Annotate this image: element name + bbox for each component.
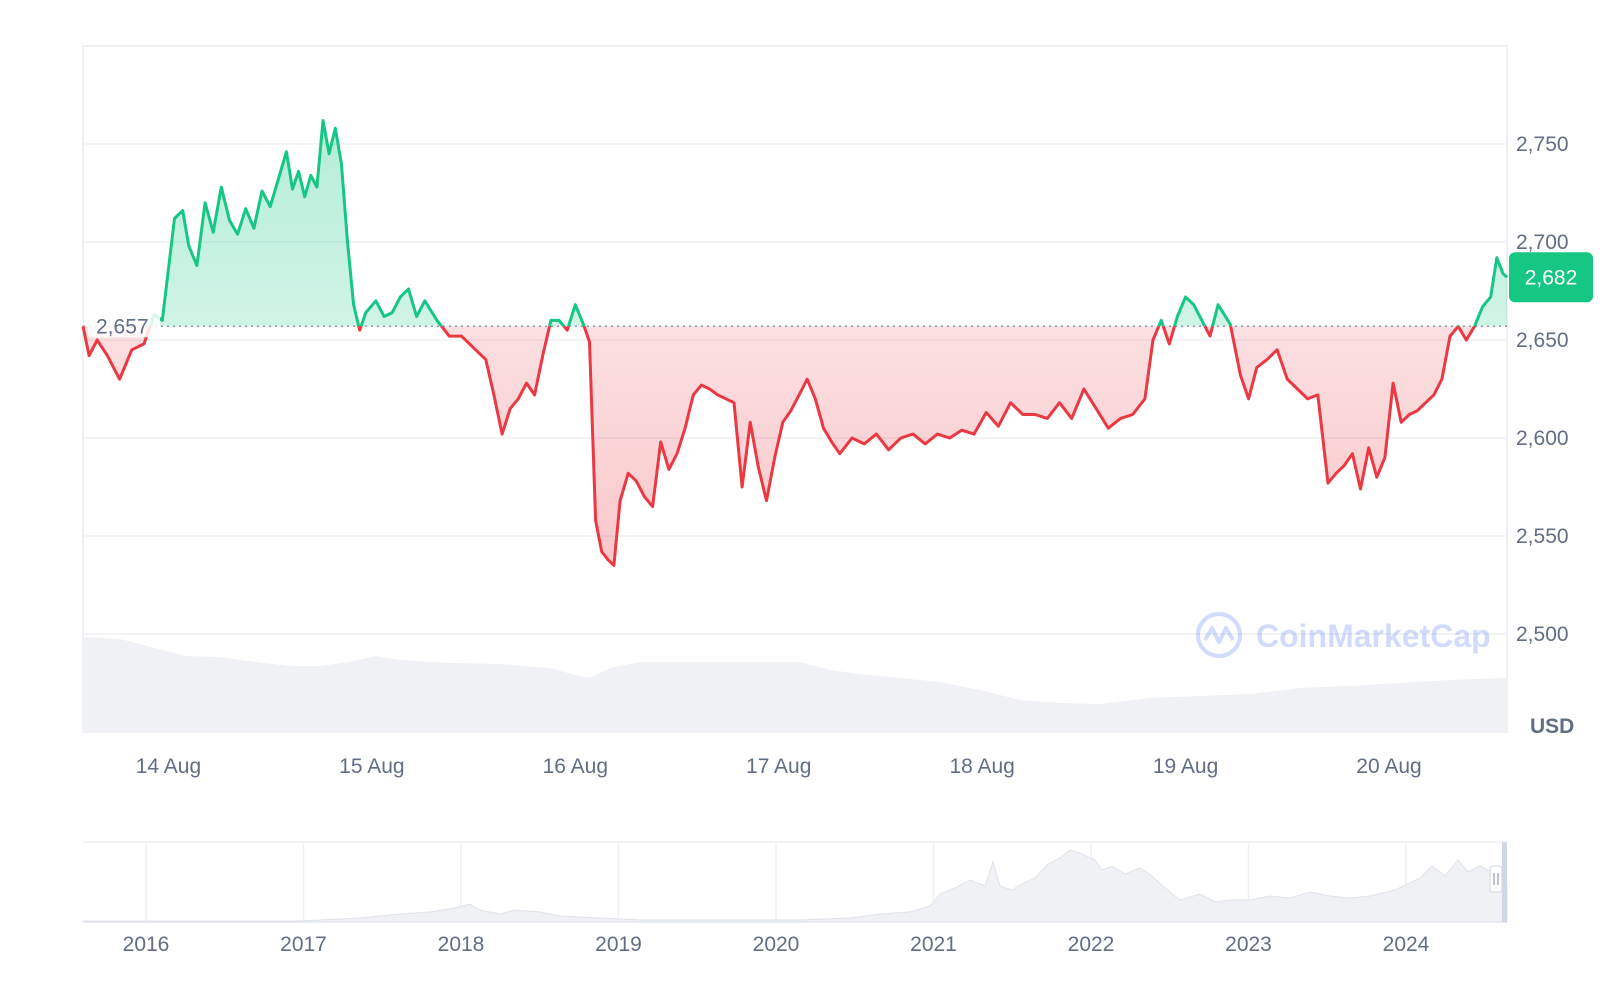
overview-year-label: 2023 xyxy=(1225,933,1272,956)
current-price-badge: 2,682 xyxy=(1509,252,1593,303)
price-lines xyxy=(81,119,1509,567)
x-tick-label: 17 Aug xyxy=(746,755,811,778)
y-tick-label: 2,600 xyxy=(1516,427,1569,450)
range-grip-icon[interactable] xyxy=(1489,865,1503,893)
price-line-above xyxy=(83,119,1509,327)
y-tick-label: 2,750 xyxy=(1516,133,1569,156)
y-tick-label: 2,550 xyxy=(1516,525,1569,548)
baseline-value-label: 2,657 xyxy=(96,315,149,338)
overview-year-label: 2019 xyxy=(595,933,642,956)
area-below-baseline xyxy=(83,326,1507,566)
watermark-text: CoinMarketCap xyxy=(1256,618,1491,654)
price-line-below xyxy=(81,326,1477,567)
overview-year-label: 2024 xyxy=(1383,933,1430,956)
overview-year-label: 2018 xyxy=(438,933,485,956)
x-tick-label: 20 Aug xyxy=(1356,755,1421,778)
baseline-label: 2,657 xyxy=(88,307,160,338)
area-above-baseline xyxy=(150,120,1507,327)
overview-year-label: 2020 xyxy=(753,933,800,956)
overview-year-label: 2022 xyxy=(1068,933,1115,956)
x-tick-label: 16 Aug xyxy=(543,755,608,778)
x-tick-label: 15 Aug xyxy=(339,755,404,778)
overview-year-label: 2017 xyxy=(280,933,327,956)
y-tick-label: 2,500 xyxy=(1516,623,1569,646)
x-axis: 14 Aug 15 Aug 16 Aug 17 Aug 18 Aug 19 Aug 20 A… xyxy=(136,755,1422,778)
x-tick-label: 19 Aug xyxy=(1153,755,1218,778)
overview-chart[interactable]: 2016 2017 2018 2019 2020 2021 2022 2023 2024 xyxy=(82,841,1508,956)
coinmarketcap-logo: CoinMarketCap xyxy=(1196,612,1491,658)
y-tick-label: 2,700 xyxy=(1516,231,1569,254)
currency-label: USD xyxy=(1530,715,1574,738)
current-price-value: 2,682 xyxy=(1525,266,1578,289)
overview-area xyxy=(82,849,1508,923)
price-area-fills xyxy=(83,120,1507,566)
y-axis: 2,500 2,550 2,600 2,650 2,700 2,750 xyxy=(1516,133,1569,646)
range-handle[interactable] xyxy=(1502,842,1507,922)
y-tick-label: 2,650 xyxy=(1516,329,1569,352)
volume-area xyxy=(83,637,1507,732)
overview-year-label: 2021 xyxy=(910,933,957,956)
x-tick-label: 14 Aug xyxy=(136,755,201,778)
overview-year-label: 2016 xyxy=(123,933,170,956)
x-tick-label: 18 Aug xyxy=(949,755,1014,778)
overview-year-labels: 2016 2017 2018 2019 2020 2021 2022 2023 2024 xyxy=(123,933,1430,956)
